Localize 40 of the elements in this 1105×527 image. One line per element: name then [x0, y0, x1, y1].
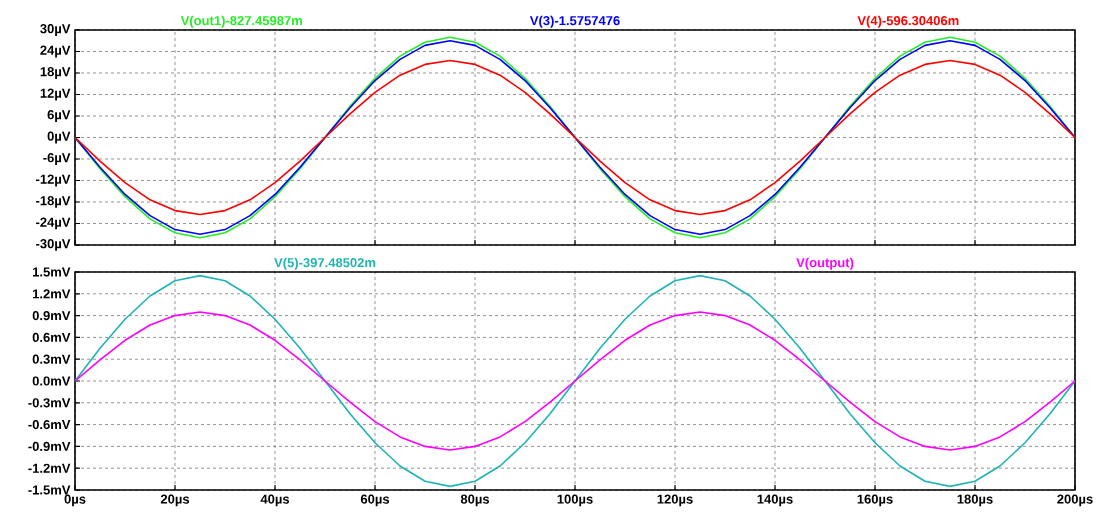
y-tick-label: -12µV [36, 174, 71, 187]
text: V(4)-596.30406m [857, 15, 959, 28]
line-series [74, 59, 1076, 216]
text: V(output) [796, 257, 854, 270]
y-tick-label: 12µV [40, 88, 71, 101]
y-tick-label: -0.3mV [28, 398, 71, 408]
text: V(5)-397.48502m [274, 257, 376, 270]
x-tick-label: 180µs [957, 494, 993, 507]
x-tick-label: 100µs [557, 494, 593, 507]
y-tick-label: 0.9mV [32, 310, 71, 321]
x-tick-label: 80µs [460, 494, 490, 507]
x-tick-label: 40µs [260, 494, 290, 507]
y-tick-label: 0.3mV [32, 354, 71, 364]
y-tick-label: -1.2mV [28, 463, 71, 473]
x-tick-label: 20µs [160, 494, 190, 507]
x-tick-label: 120µs [657, 494, 693, 507]
line-series [74, 311, 1076, 451]
y-tick-label: -6µV [43, 153, 71, 165]
y-tick-label: 30µV [40, 24, 71, 36]
x-tick-label: 0µs [64, 494, 86, 507]
y-tick-label: -0.9mV [28, 441, 71, 451]
y-tick-label: 0.0mV [32, 376, 71, 386]
y-tick-label: -0.6mV [28, 419, 71, 430]
y-tick-label: 1.2mV [33, 289, 71, 299]
y-tick-label: 0µV [47, 131, 71, 144]
x-tick-label: 160µs [857, 494, 893, 507]
text: V(out1)-827.45987m [180, 15, 302, 28]
x-tick-label: 200µs [1057, 494, 1093, 507]
y-tick-label: 0.6mV [32, 332, 71, 342]
y-tick-label: 24µV [40, 45, 71, 58]
y-tick-label: 1.5mV [33, 267, 71, 277]
y-tick-label: -24µV [36, 217, 71, 230]
y-tick-label: -18µV [36, 196, 71, 208]
text: V(3)-1.5757476 [529, 15, 620, 28]
y-tick-label: -1.5mV [28, 485, 71, 495]
x-tick-label: 140µs [757, 494, 793, 507]
y-tick-label: 18µV [40, 67, 71, 79]
y-tick-label: -30µV [36, 239, 71, 251]
x-tick-label: 60µs [360, 494, 390, 507]
y-tick-label: 6µV [47, 110, 71, 122]
